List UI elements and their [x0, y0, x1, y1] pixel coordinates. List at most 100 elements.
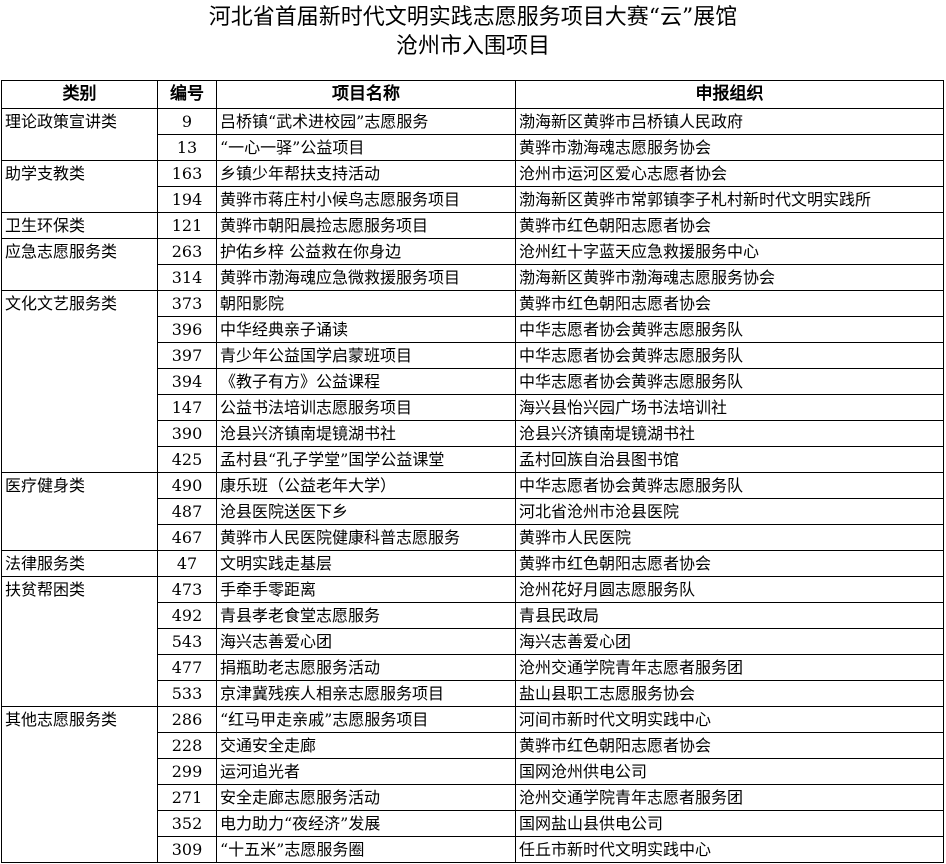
- table-row: 助学支教类 163 乡镇少年帮扶支持活动 沧州市运河区爱心志愿者协会: [1, 160, 944, 213]
- header-row: 类别 编号 项目名称 申报组织: [1, 80, 944, 109]
- project-name: 安全走廊志愿服务活动: [216, 784, 516, 811]
- project-name: 黄骅市朝阳晨捡志愿服务项目: [216, 212, 516, 239]
- organization: 渤海新区黄骅市常郭镇李子札村新时代文明实践所: [515, 186, 944, 213]
- project-name: 《教子有方》公益课程: [216, 368, 516, 395]
- organization: 国网盐山县供电公司: [515, 810, 944, 837]
- table-row: 487 沧县医院送医下乡 河北省沧州市沧县医院: [2, 498, 944, 525]
- project-number: 299: [157, 758, 217, 785]
- organization: 渤海新区黄骅市吕桥镇人民政府: [515, 108, 944, 135]
- project-name: 朝阳影院: [216, 290, 516, 317]
- project-number: 263: [157, 238, 217, 265]
- project-number: 390: [157, 420, 217, 447]
- table-row: 299 运河追光者 国网沧州供电公司: [2, 758, 944, 785]
- table-row: 其他志愿服务类 286 “红马甲走亲戚”志愿服务项目 河间市新时代文明实践中心: [1, 706, 944, 863]
- project-number: 533: [157, 680, 217, 707]
- organization: 黄骅市红色朝阳志愿者协会: [515, 732, 944, 759]
- project-number: 487: [157, 498, 217, 525]
- organization: 海兴志善爱心团: [515, 628, 944, 655]
- project-name: 沧县医院送医下乡: [216, 498, 516, 525]
- organization: 海兴县怡兴园广场书法培训社: [515, 394, 944, 421]
- project-number: 492: [157, 602, 217, 629]
- column-header: 申报组织: [515, 80, 944, 109]
- project-name: 青少年公益国学启蒙班项目: [216, 342, 516, 369]
- table-row: 533 京津冀残疾人相亲志愿服务项目 盐山县职工志愿服务协会: [2, 680, 944, 707]
- category-cell: 法律服务类: [1, 550, 158, 577]
- title: 河北省首届新时代文明实践志愿服务项目大赛“云”展馆: [208, 5, 738, 30]
- category-cell: 理论政策宣讲类: [1, 108, 158, 161]
- column-header: 类别: [1, 80, 158, 109]
- project-number: 425: [157, 446, 217, 473]
- project-name: 京津冀残疾人相亲志愿服务项目: [216, 680, 516, 707]
- column-header: 编号: [157, 80, 217, 109]
- project-number: 309: [157, 836, 217, 863]
- project-number: 13: [157, 134, 217, 161]
- project-name: 黄骅市人民医院健康科普志愿服务: [216, 524, 516, 551]
- category-cell: 医疗健身类: [1, 472, 158, 551]
- column-header: 项目名称: [216, 80, 516, 109]
- table-row: 352 电力助力“夜经济”发展 国网盐山县供电公司: [2, 810, 944, 837]
- project-number: 396: [157, 316, 217, 343]
- organization: 沧州市运河区爱心志愿者协会: [515, 160, 944, 187]
- category-cell: 助学支教类: [1, 160, 158, 213]
- organization: 中华志愿者协会黄骅志愿服务队: [515, 342, 944, 369]
- category-cell: 其他志愿服务类: [1, 706, 158, 863]
- table-row: 147 公益书法培训志愿服务项目 海兴县怡兴园广场书法培训社: [2, 394, 944, 421]
- organization: 沧县兴济镇南堤镜湖书社: [515, 420, 944, 447]
- project-number: 194: [157, 186, 217, 213]
- organization: 河北省沧州市沧县医院: [515, 498, 944, 525]
- project-number: 397: [157, 342, 217, 369]
- project-number: 286: [157, 706, 217, 733]
- organization: 孟村回族自治县图书馆: [515, 446, 944, 473]
- project-number: 467: [157, 524, 217, 551]
- project-number: 394: [157, 368, 217, 395]
- project-name: 手牵手零距离: [216, 576, 516, 603]
- project-name: 电力助力“夜经济”发展: [216, 810, 516, 837]
- table-row: 医疗健身类 490 康乐班（公益老年大学） 中华志愿者协会黄骅志愿服务队: [1, 472, 944, 551]
- project-number: 352: [157, 810, 217, 837]
- organization: 中华志愿者协会黄骅志愿服务队: [515, 316, 944, 343]
- project-number: 147: [157, 394, 217, 421]
- project-number: 228: [157, 732, 217, 759]
- table-row: 理论政策宣讲类 9 吕桥镇“武术进校园”志愿服务 渤海新区黄骅市吕桥镇人民政府: [1, 108, 944, 161]
- project-number: 543: [157, 628, 217, 655]
- project-name: 康乐班（公益老年大学）: [216, 472, 516, 499]
- project-table: 类别 编号 项目名称 申报组织 理论政策宣讲类 9 吕桥镇“武术进校园”志愿服务 渤海新区黄…: [1, 80, 944, 863]
- organization: 任丘市新时代文明实践中心: [515, 836, 944, 863]
- organization: 青县民政局: [515, 602, 944, 629]
- organization: 黄骅市人民医院: [515, 524, 944, 551]
- table-row: 543 海兴志善爱心团 海兴志善爱心团: [2, 628, 944, 655]
- project-name: 中华经典亲子诵读: [216, 316, 516, 343]
- project-number: 477: [157, 654, 217, 681]
- category-cell: 卫生环保类: [1, 212, 158, 239]
- project-name: 捐瓶助老志愿服务活动: [216, 654, 516, 681]
- project-name: 交通安全走廊: [216, 732, 516, 759]
- organization: 国网沧州供电公司: [515, 758, 944, 785]
- organization: 沧州交通学院青年志愿者服务团: [515, 784, 944, 811]
- project-name: 护佑乡梓 公益救在你身边: [216, 238, 516, 265]
- table-row: 314 黄骅市渤海魂应急微救援服务项目 渤海新区黄骅市渤海魂志愿服务协会: [2, 264, 944, 291]
- subtitle: 沧州市入围项目: [395, 34, 550, 59]
- organization: 中华志愿者协会黄骅志愿服务队: [515, 472, 944, 499]
- project-number: 271: [157, 784, 217, 811]
- project-name: “一心一驿”公益项目: [216, 134, 516, 161]
- organization: 中华志愿者协会黄骅志愿服务队: [515, 368, 944, 395]
- organization: 黄骅市渤海魂志愿服务协会: [515, 134, 944, 161]
- project-number: 473: [157, 576, 217, 603]
- organization: 黄骅市红色朝阳志愿者协会: [515, 290, 944, 317]
- project-number: 314: [157, 264, 217, 291]
- project-number: 9: [157, 108, 217, 135]
- table-row: 397 青少年公益国学启蒙班项目 中华志愿者协会黄骅志愿服务队: [2, 342, 944, 369]
- table-row: 13 “一心一驿”公益项目 黄骅市渤海魂志愿服务协会: [2, 134, 944, 161]
- project-name: “红马甲走亲戚”志愿服务项目: [216, 706, 516, 733]
- project-number: 47: [157, 550, 217, 577]
- project-name: 运河追光者: [216, 758, 516, 785]
- table-row: 法律服务类 47 文明实践走基层 黄骅市红色朝阳志愿者协会: [1, 550, 944, 577]
- table-row: 应急志愿服务类 263 护佑乡梓 公益救在你身边 沧州红十字蓝天应急救援服务中心: [1, 238, 944, 291]
- project-name: 黄骅市蒋庄村小候鸟志愿服务项目: [216, 186, 516, 213]
- table-row: 194 黄骅市蒋庄村小候鸟志愿服务项目 渤海新区黄骅市常郭镇李子札村新时代文明实践所: [2, 186, 944, 213]
- table-row: 文化文艺服务类 373 朝阳影院 黄骅市红色朝阳志愿者协会: [1, 290, 944, 473]
- organization: 黄骅市红色朝阳志愿者协会: [515, 550, 944, 577]
- table-row: 425 孟村县“孔子学堂”国学公益课堂 孟村回族自治县图书馆: [2, 446, 944, 473]
- project-name: 文明实践走基层: [216, 550, 516, 577]
